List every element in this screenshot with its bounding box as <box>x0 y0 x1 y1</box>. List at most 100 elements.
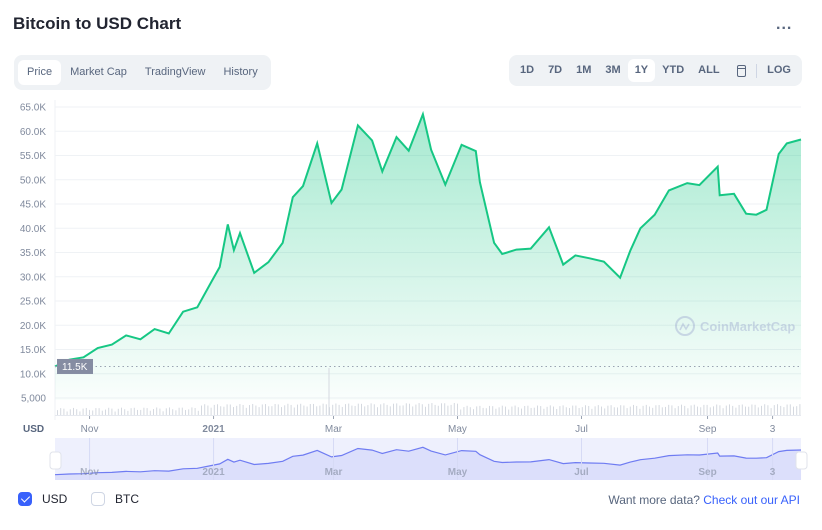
volume-bar <box>607 405 609 415</box>
log-scale-toggle[interactable]: LOG <box>767 64 791 76</box>
volume-bar <box>357 403 359 415</box>
volume-bar <box>514 405 516 415</box>
calendar-icon[interactable] <box>736 64 746 77</box>
y-tick-label: 50.0K <box>20 175 46 186</box>
volume-bar <box>460 409 462 415</box>
range-1y[interactable]: 1Y <box>627 59 656 82</box>
volume-bar <box>690 405 692 415</box>
volume-bar <box>722 408 724 415</box>
volume-bar <box>709 407 711 415</box>
volume-bar <box>127 410 129 415</box>
volume-bar <box>505 406 506 415</box>
volume-bar <box>745 406 746 415</box>
volume-bar <box>556 409 558 415</box>
volume-bar <box>764 404 766 415</box>
volume-bar <box>325 404 327 415</box>
range-7d[interactable]: 7D <box>548 64 563 76</box>
navigator-tick-label: 3 <box>770 467 776 478</box>
volume-bar <box>111 408 113 415</box>
volume-bar <box>549 405 551 415</box>
volume-bar <box>783 407 785 415</box>
volume-bar <box>389 406 391 415</box>
y-tick-label: 55.0K <box>20 151 46 162</box>
volume-bar <box>533 407 535 415</box>
volume-bar <box>92 410 94 415</box>
volume-bar <box>380 404 382 415</box>
volume-bar <box>546 406 548 415</box>
current-price-badge: 11.5K <box>57 358 93 374</box>
volume-bar <box>585 405 586 415</box>
api-link[interactable]: Check out our API <box>703 493 800 507</box>
tab-market-cap[interactable]: Market Cap <box>70 66 127 78</box>
price-chart[interactable]: 65.0K 60.0K 55.0K 50.0K 45.0K 40.0K 35.0K 30.0K… <box>0 0 822 490</box>
x-tick-label: Mar <box>325 424 343 435</box>
y-tick-label: 15.0K <box>20 345 46 356</box>
volume-bar <box>517 407 519 415</box>
tab-price[interactable]: Price <box>18 60 62 85</box>
range-navigator[interactable]: Nov 2021 Mar May Jul Sep 3 <box>49 438 808 480</box>
y-tick-label: 60.0K <box>20 127 46 138</box>
volume-bar <box>489 405 490 415</box>
y-tick-label: 35.0K <box>20 248 46 259</box>
volume-bar <box>540 406 542 415</box>
volume-bar <box>780 405 782 415</box>
range-ytd[interactable]: YTD <box>662 64 685 76</box>
volume-bar <box>271 406 273 415</box>
volume-bar <box>425 406 426 415</box>
volume-bar <box>495 408 497 415</box>
y-tick-label: 30.0K <box>20 272 46 283</box>
volume-bar <box>431 403 433 415</box>
volume-bar <box>677 406 679 415</box>
volume-bar <box>98 408 100 415</box>
volume-bar <box>649 406 650 415</box>
volume-bar <box>351 405 353 415</box>
page-title: Bitcoin to USD Chart <box>13 14 182 33</box>
volume-bar <box>613 407 615 415</box>
volume-bar <box>575 405 577 415</box>
volume-bar <box>178 407 180 415</box>
range-all[interactable]: ALL <box>698 64 720 76</box>
volume-bar <box>249 405 250 415</box>
volume-bar <box>786 404 788 415</box>
volume-bar <box>274 404 276 415</box>
volume-bar <box>217 404 218 415</box>
volume-bar <box>642 405 644 415</box>
volume-bar <box>242 404 244 415</box>
volume-bar <box>588 405 590 415</box>
volume-bar <box>335 403 337 415</box>
volume-bar <box>796 406 798 415</box>
range-1d[interactable]: 1D <box>520 64 535 76</box>
volume-bar <box>133 407 135 415</box>
btc-toggle[interactable]: BTC <box>91 492 139 506</box>
volume-bar <box>316 406 318 415</box>
range-3m[interactable]: 3M <box>605 64 621 76</box>
y-tick-label: 65.0K <box>20 103 46 114</box>
volume-bar <box>69 409 71 415</box>
volume-bar <box>773 405 775 415</box>
volume-bar <box>287 403 289 415</box>
usd-checkbox[interactable] <box>18 492 32 506</box>
volume-bar <box>767 405 769 415</box>
navigator-left-handle[interactable] <box>49 451 62 470</box>
tab-history[interactable]: History <box>223 66 258 78</box>
watermark-text: CoinMarketCap <box>700 319 795 334</box>
volume-bar <box>524 405 526 415</box>
volume-bar <box>265 404 266 415</box>
volume-bar <box>521 408 522 415</box>
tab-tradingview[interactable]: TradingView <box>144 66 206 78</box>
volume-bar <box>63 408 65 415</box>
volume-bar <box>281 407 282 415</box>
y-tick-label: 25.0K <box>20 297 46 308</box>
volume-bar <box>185 409 186 415</box>
volume-bar <box>639 408 641 415</box>
y-tick-label: 40.0K <box>20 224 46 235</box>
btc-checkbox[interactable] <box>91 492 105 506</box>
usd-toggle[interactable]: USD <box>18 492 67 506</box>
range-1m[interactable]: 1M <box>576 64 592 76</box>
navigator-right-handle[interactable] <box>795 451 808 470</box>
api-promo: Want more data? Check out our API <box>608 493 800 507</box>
volume-bar <box>700 407 702 415</box>
more-options-button[interactable]: ... <box>776 16 793 33</box>
volume-bar <box>418 403 420 415</box>
volume-bar <box>485 408 487 415</box>
